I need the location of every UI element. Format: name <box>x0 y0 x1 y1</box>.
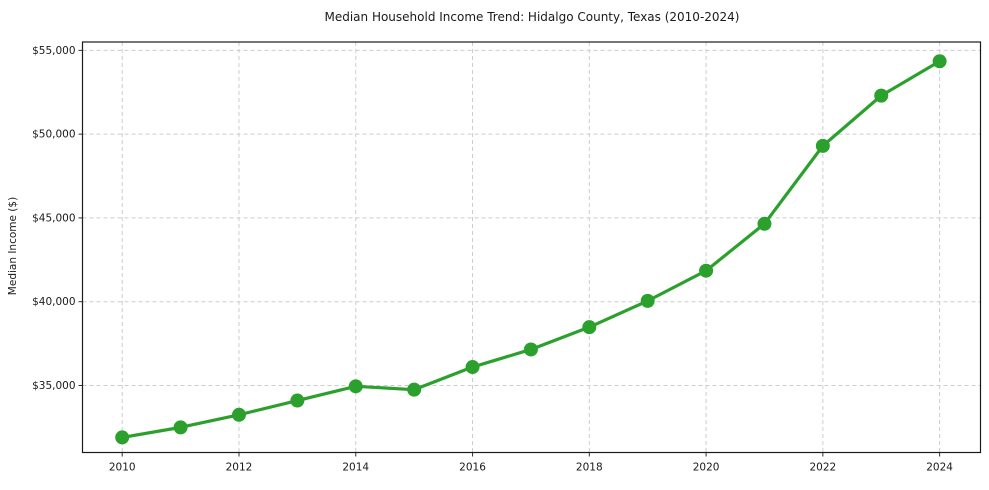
data-point-2022 <box>815 138 830 153</box>
data-point-2011 <box>173 420 188 435</box>
data-point-2014 <box>348 379 363 394</box>
data-point-2023 <box>874 88 889 103</box>
x-tick-label: 2022 <box>809 462 836 474</box>
data-point-2019 <box>640 293 655 308</box>
chart-title: Median Household Income Trend: Hidalgo C… <box>324 10 740 24</box>
data-point-2017 <box>523 342 538 357</box>
data-point-2018 <box>582 320 597 335</box>
x-tick-label: 2014 <box>342 462 369 474</box>
x-tick-label: 2024 <box>926 462 953 474</box>
data-point-2015 <box>407 382 422 397</box>
y-tick-label: $40,000 <box>32 296 75 308</box>
x-tick-label: 2010 <box>109 462 136 474</box>
y-tick-label: $50,000 <box>32 129 75 141</box>
data-point-2012 <box>231 407 246 422</box>
plot-border <box>81 41 982 454</box>
x-tick-label: 2012 <box>226 462 253 474</box>
x-tick-label: 2018 <box>576 462 603 474</box>
data-point-2016 <box>465 360 480 375</box>
data-point-2013 <box>290 393 305 408</box>
data-point-2010 <box>115 430 130 445</box>
x-tick-label: 2020 <box>693 462 720 474</box>
y-tick-label: $45,000 <box>32 212 75 224</box>
data-point-2020 <box>699 263 714 278</box>
x-tick-label: 2016 <box>459 462 486 474</box>
data-point-2021 <box>757 216 772 231</box>
y-tick-label: $55,000 <box>32 45 75 57</box>
plot-area <box>82 42 981 453</box>
data-point-2024 <box>932 54 947 69</box>
y-tick-label: $35,000 <box>32 380 75 392</box>
